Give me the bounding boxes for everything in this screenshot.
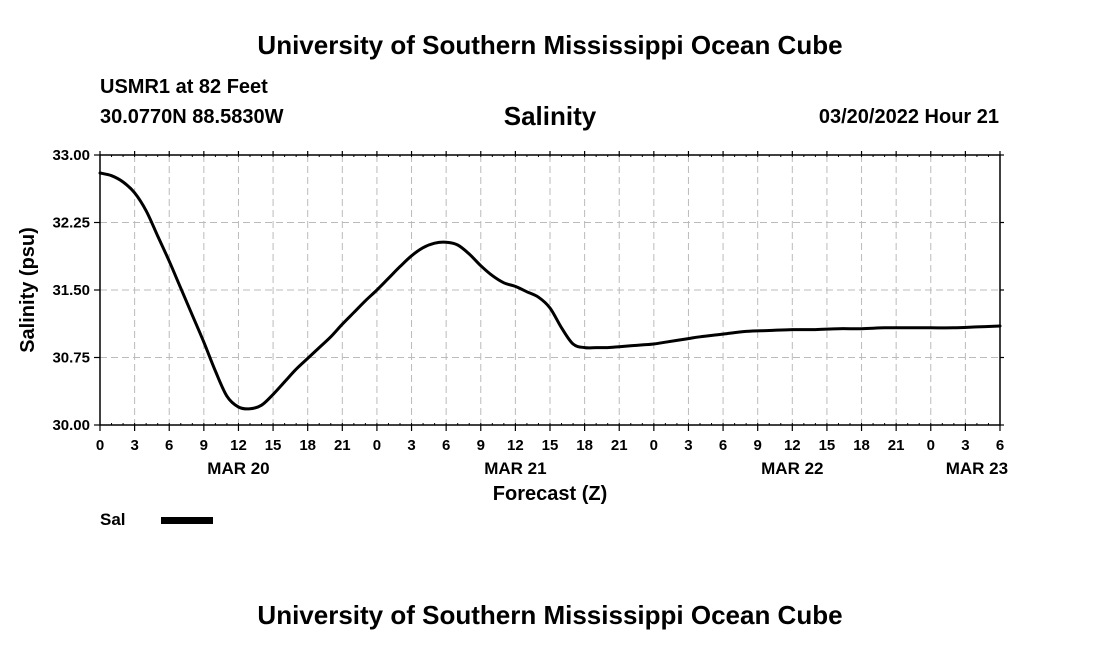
- x-tick-label: 12: [507, 437, 524, 454]
- x-tick-label: 0: [96, 437, 104, 454]
- x-tick-label: 15: [819, 437, 836, 454]
- x-tick-label: 0: [650, 437, 658, 454]
- x-tick-label: 9: [477, 437, 485, 454]
- x-tick-label: 12: [230, 437, 247, 454]
- x-tick-label: 21: [334, 437, 351, 454]
- x-tick-label: 6: [165, 437, 173, 454]
- station-coordinates: 30.0770N 88.5830W: [100, 106, 284, 128]
- x-day-label: MAR 20: [207, 459, 269, 478]
- x-day-label: MAR 21: [484, 459, 546, 478]
- station-label: USMR1 at 82 Feet: [100, 76, 268, 98]
- y-axis-title: Salinity (psu): [17, 227, 39, 353]
- x-tick-label: 21: [611, 437, 628, 454]
- x-tick-label: 3: [684, 437, 692, 454]
- y-tick-label: 33.00: [52, 147, 90, 164]
- y-tick-label: 30.00: [52, 417, 90, 434]
- y-tick-label: 30.75: [52, 350, 90, 367]
- footer-title: University of Southern Mississippi Ocean…: [257, 600, 843, 630]
- x-tick-label: 18: [576, 437, 593, 454]
- x-tick-label: 15: [265, 437, 282, 454]
- x-tick-label: 6: [442, 437, 450, 454]
- legend-swatch-sal: [161, 517, 213, 524]
- x-tick-label: 21: [888, 437, 905, 454]
- series-line-sal: [98, 171, 1002, 411]
- x-day-label: MAR 23: [946, 459, 1008, 478]
- x-tick-label: 18: [299, 437, 316, 454]
- x-tick-label: 18: [853, 437, 870, 454]
- x-tick-label: 15: [542, 437, 559, 454]
- x-tick-label: 12: [784, 437, 801, 454]
- plot-frame: [99, 154, 1001, 426]
- y-tick-label: 32.25: [52, 215, 90, 232]
- x-tick-label: 6: [719, 437, 727, 454]
- grid-layer: [100, 155, 1000, 425]
- x-tick-label: 3: [407, 437, 415, 454]
- x-tick-label: 0: [373, 437, 381, 454]
- x-tick-label: 0: [927, 437, 935, 454]
- chart-title: Salinity: [503, 101, 597, 131]
- legend-label: Sal: [100, 510, 126, 529]
- x-axis-title: Forecast (Z): [493, 483, 607, 505]
- x-day-label: MAR 22: [761, 459, 823, 478]
- label-layer: 0 3 6 9 12 15 18 21 0 3 6 9 12 15 18 21 0 3 6 9 12 15 18 21 0 3 6 3…: [52, 147, 1008, 478]
- forecast-time: 03/20/2022 Hour 21: [818, 106, 999, 128]
- page-title: University of Southern Mississippi Ocean…: [257, 30, 843, 60]
- x-tick-label: 3: [961, 437, 969, 454]
- x-tick-label: 9: [754, 437, 762, 454]
- x-tick-label: 9: [200, 437, 208, 454]
- y-tick-label: 31.50: [52, 282, 90, 299]
- x-tick-label: 3: [130, 437, 138, 454]
- axis-layer: [94, 151, 1004, 431]
- x-tick-label: 6: [996, 437, 1004, 454]
